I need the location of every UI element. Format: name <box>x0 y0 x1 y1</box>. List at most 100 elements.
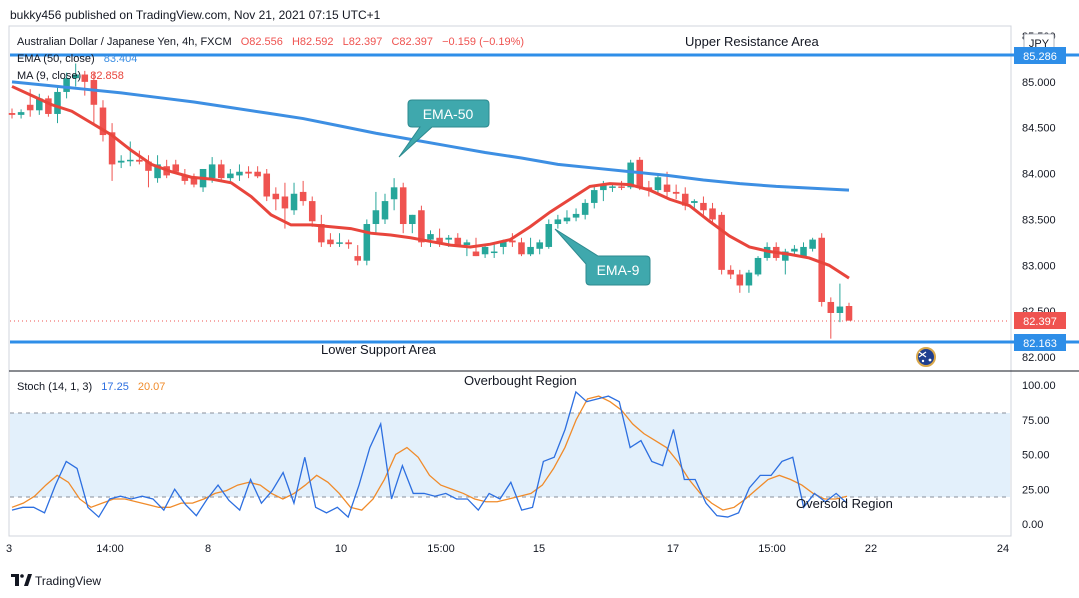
candle-body <box>654 177 662 191</box>
stoch-tick-label: 25.00 <box>1022 484 1050 496</box>
candle-body <box>54 91 61 114</box>
tradingview-logo[interactable]: TradingView <box>11 574 101 588</box>
candle-body <box>782 251 789 261</box>
candle-body <box>345 242 352 245</box>
candle-body <box>527 246 534 255</box>
stoch-tick-label: 0.00 <box>1022 519 1043 531</box>
candle-body <box>691 201 698 203</box>
legend-ma-label: MA (9, close) <box>17 70 81 82</box>
candle-body <box>672 191 680 194</box>
legend-low: L82.397 <box>343 36 383 48</box>
candle-body <box>663 184 671 192</box>
candle-body <box>600 184 607 191</box>
resistance-price-text: 85.286 <box>1023 51 1057 63</box>
candle-body <box>727 269 735 275</box>
candle-body <box>590 190 598 203</box>
candle-body <box>381 201 389 220</box>
candle-body <box>454 237 462 246</box>
candle-body <box>418 210 425 243</box>
candle-body <box>618 186 625 188</box>
candle-body <box>427 234 434 240</box>
candle-body <box>372 210 380 225</box>
svg-text:Australian Dollar / Japanese Y: Australian Dollar / Japanese Yen, 4h, FX… <box>17 36 524 48</box>
legend-change: −0.159 (−0.19%) <box>442 36 524 48</box>
support-price-tag <box>1014 334 1066 351</box>
candle-body <box>399 187 407 225</box>
legend-stoch-label: Stoch (14, 1, 3) <box>17 381 92 393</box>
stoch-k-line <box>11 390 848 519</box>
time-tick-label: 15:00 <box>427 543 455 555</box>
upper-resistance-label: Upper Resistance Area <box>685 34 819 49</box>
australia-flag-icon <box>916 347 936 367</box>
candle-body <box>490 251 498 254</box>
candle-body <box>190 178 198 185</box>
candle-body <box>845 306 853 321</box>
candle-body <box>545 224 553 247</box>
candle-body <box>245 171 252 174</box>
candle-body <box>263 173 271 197</box>
ema50-callout: EMA-50 <box>398 99 490 158</box>
candle-body <box>108 132 116 165</box>
candle-body <box>745 272 753 286</box>
ema9-callout-text: EMA-9 <box>597 262 640 278</box>
candle-body <box>208 164 216 179</box>
candle-body <box>627 162 634 188</box>
time-tick-label: 10 <box>335 543 347 555</box>
candle-body <box>791 248 798 252</box>
candle-body <box>481 246 489 255</box>
legend-ema-value: 83.404 <box>104 53 138 65</box>
candle-body <box>500 240 507 247</box>
candle-body <box>290 193 298 211</box>
candle-body <box>581 202 589 215</box>
legend-high: H82.592 <box>292 36 334 48</box>
svg-text:EMA (50, close) 83.404: EMA (50, close) 83.404 <box>17 53 137 65</box>
ema50-line <box>11 80 850 192</box>
candle-body <box>827 301 835 313</box>
stoch-tick-label: 75.00 <box>1022 415 1050 427</box>
candle-body <box>45 98 52 114</box>
candle-body <box>72 74 79 79</box>
time-tick-label: 14:00 <box>96 543 124 555</box>
candle-body <box>681 193 689 206</box>
candle-body <box>181 175 189 181</box>
candle-body <box>554 219 562 225</box>
candle-body <box>318 224 325 243</box>
candle-body <box>172 164 180 172</box>
candle-body <box>126 159 134 162</box>
ma9-line <box>11 85 850 280</box>
legend-stoch-d: 20.07 <box>138 381 166 393</box>
time-axis: 3 14:00 8 10 15:00 15 17 15:00 22 24 <box>6 543 1009 555</box>
candle-body <box>26 104 34 111</box>
price-tick-label: 82.000 <box>1022 352 1056 364</box>
candle-body <box>754 257 762 275</box>
stoch-tick-label: 100.00 <box>1022 380 1056 392</box>
legend-symbol: Australian Dollar / Japanese Yen, 4h, FX… <box>17 36 232 48</box>
tradingview-brand: TradingView <box>35 574 101 588</box>
time-tick-label: 22 <box>865 543 877 555</box>
candle-body <box>308 201 316 222</box>
candle-body <box>354 256 361 261</box>
legend-close: C82.397 <box>391 36 433 48</box>
candle-body <box>363 224 371 261</box>
candle-body <box>709 208 716 220</box>
tradingview-logo-icon <box>11 574 19 586</box>
candle-body <box>217 164 225 179</box>
candles-group <box>8 63 853 339</box>
candle-body <box>445 237 452 240</box>
support-price-text: 82.163 <box>1023 338 1057 350</box>
price-tick-label: 85.000 <box>1022 77 1056 89</box>
stoch-axis: 100.00 75.00 50.00 25.00 0.00 <box>1022 380 1056 531</box>
last-price-tag <box>1014 312 1066 329</box>
candle-body <box>800 246 807 257</box>
time-tick-label: 15:00 <box>758 543 786 555</box>
legend-ma-value: 82.858 <box>90 70 124 82</box>
svg-text:Stoch (14, 1, 3) 17.25: Stoch (14, 1, 3) 17.25 20.07 <box>17 381 165 393</box>
candle-body <box>409 214 416 225</box>
time-tick-label: 24 <box>997 543 1009 555</box>
svg-text:MA (9, close) 82.858: MA (9, close) 82.858 <box>17 70 124 82</box>
ema9-callout: EMA-9 <box>554 228 651 286</box>
candle-body <box>254 171 261 177</box>
candle-body <box>117 160 125 163</box>
price-tick-label: 83.000 <box>1022 260 1056 272</box>
